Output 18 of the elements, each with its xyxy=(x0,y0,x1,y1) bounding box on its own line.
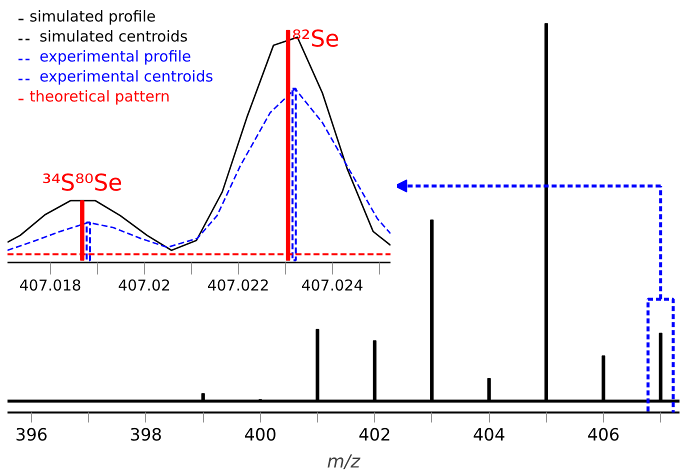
x-tick-label: 404 xyxy=(472,426,506,446)
x-tick-label: 398 xyxy=(130,426,162,446)
x-tick-label: 407.02 xyxy=(118,276,171,294)
annotation: ³⁴S⁸⁰Se xyxy=(42,170,122,197)
legend-label: experimental centroids xyxy=(40,68,214,86)
x-tick-label: 400 xyxy=(244,426,277,446)
x-tick-label: 407.018 xyxy=(19,276,82,294)
legend-label: experimental profile xyxy=(40,48,192,66)
x-tick-label: 406 xyxy=(587,426,620,446)
x-tick-label: 407.024 xyxy=(301,276,364,294)
x-axis-title: m/z xyxy=(326,452,361,472)
annotation: ⁸²Se xyxy=(292,26,340,52)
x-tick-label: 402 xyxy=(358,426,391,446)
x-tick-label: 396 xyxy=(15,426,48,446)
x-tick-label: 407.022 xyxy=(207,276,270,294)
annotation: simulated centroids xyxy=(40,28,188,46)
legend-label: theoretical pattern xyxy=(30,88,170,106)
legend-label: simulated profile xyxy=(30,8,156,26)
